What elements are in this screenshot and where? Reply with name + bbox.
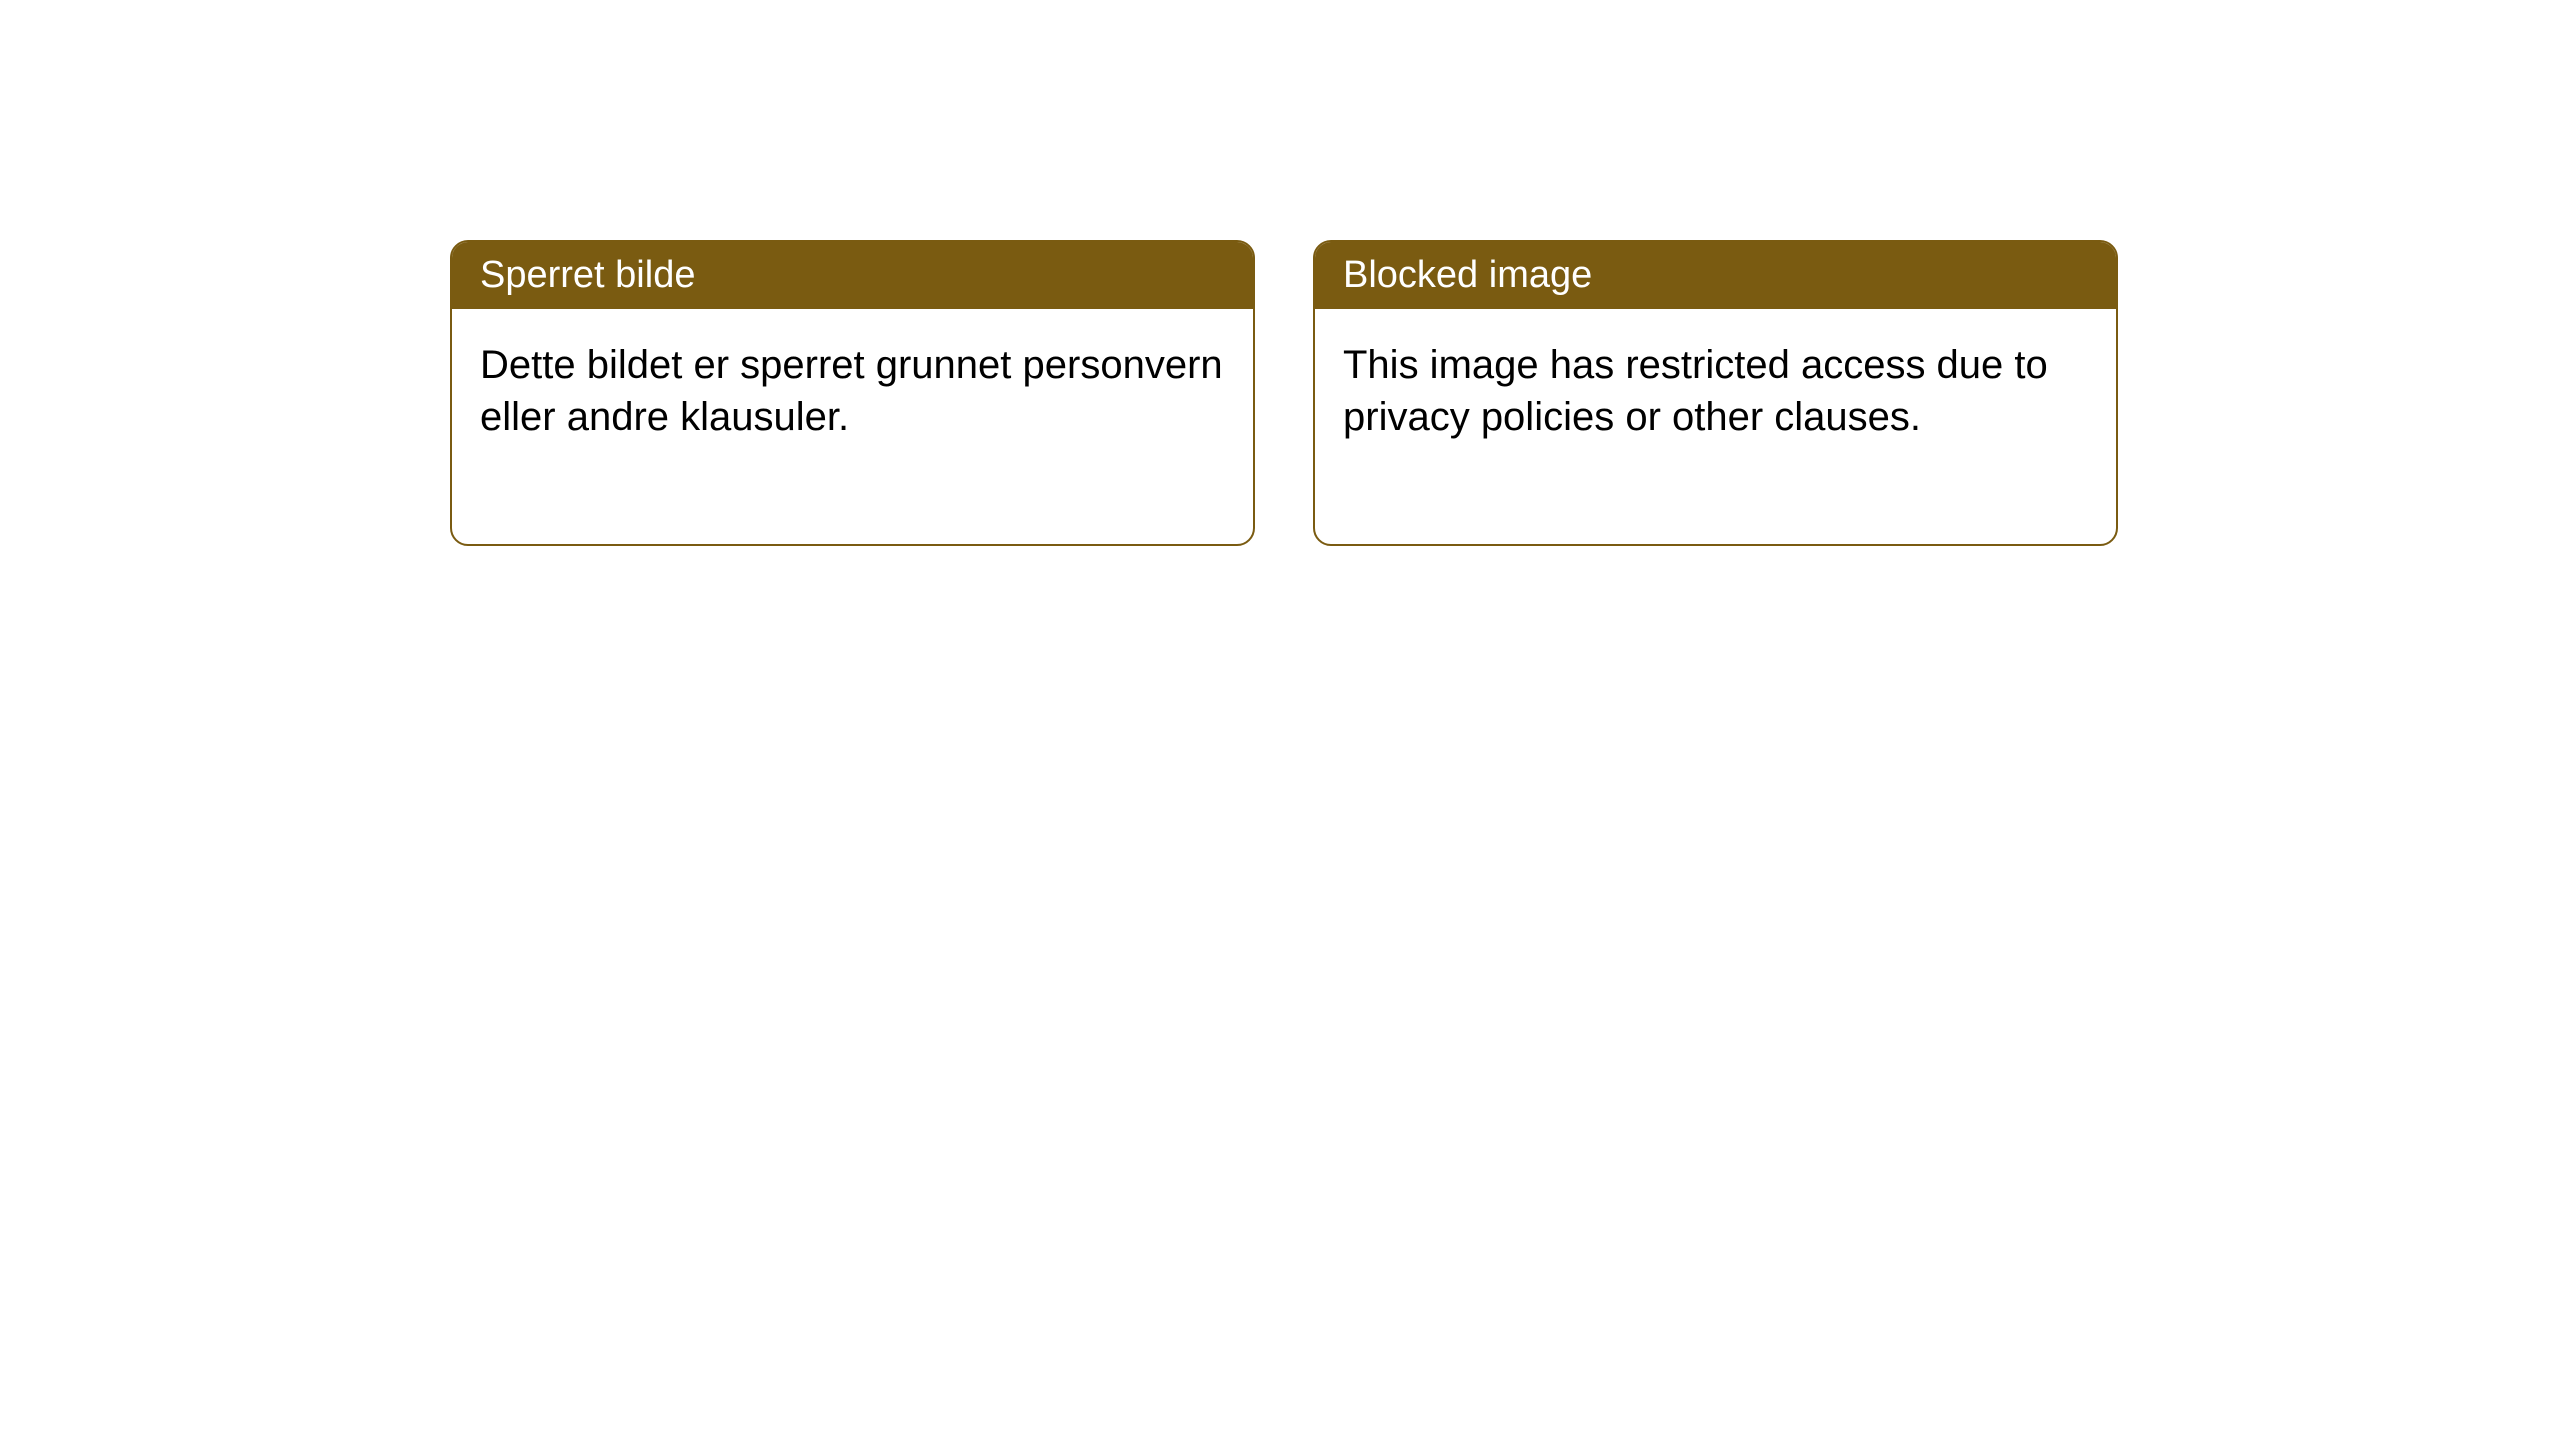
card-header-english: Blocked image bbox=[1315, 242, 2116, 309]
blocked-image-card-norwegian: Sperret bilde Dette bildet er sperret gr… bbox=[450, 240, 1255, 546]
card-body-norwegian: Dette bildet er sperret grunnet personve… bbox=[452, 309, 1253, 544]
blocked-image-card-english: Blocked image This image has restricted … bbox=[1313, 240, 2118, 546]
card-header-norwegian: Sperret bilde bbox=[452, 242, 1253, 309]
notice-container: Sperret bilde Dette bildet er sperret gr… bbox=[0, 0, 2560, 546]
card-body-english: This image has restricted access due to … bbox=[1315, 309, 2116, 544]
